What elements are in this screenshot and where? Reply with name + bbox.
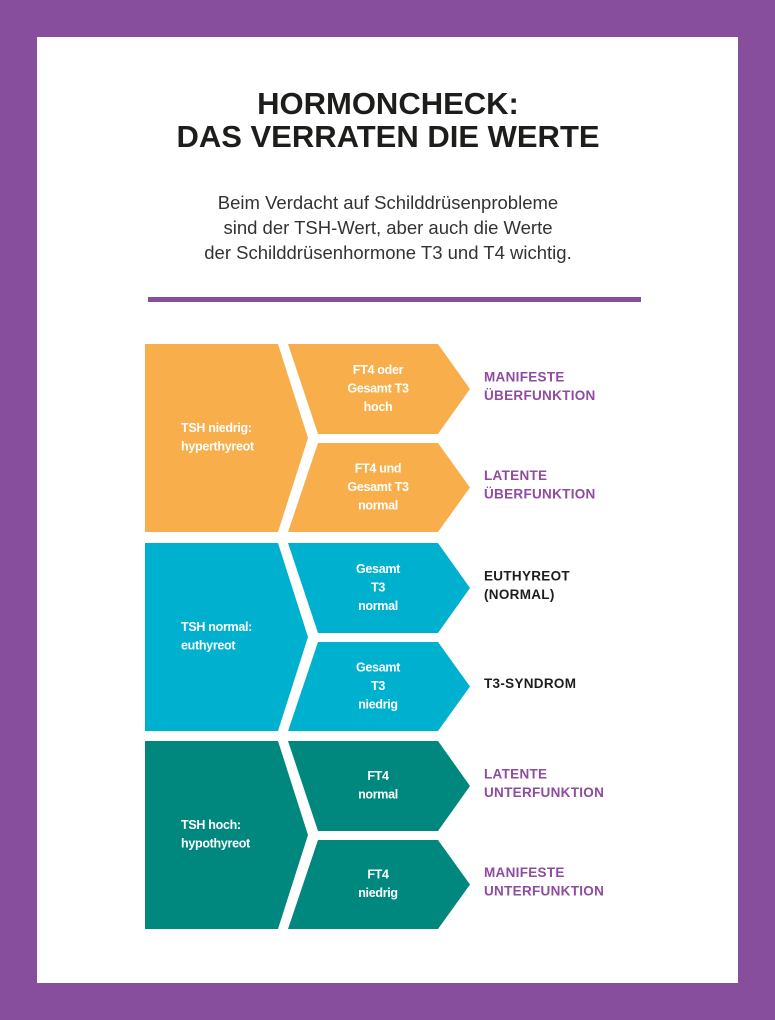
result-label: ÜBERFUNKTION	[484, 486, 596, 501]
result-label: MANIFESTE	[484, 865, 565, 880]
subtitle: der Schilddrüsenhormone T3 und T4 wichti…	[204, 242, 571, 263]
result-label: UNTERFUNKTION	[484, 883, 604, 898]
result-label: EUTHYREOT	[484, 568, 570, 583]
result-label: ÜBERFUNKTION	[484, 388, 596, 403]
group-label: hyperthyreot	[181, 440, 255, 454]
group-shape	[145, 543, 308, 731]
group-shape	[145, 741, 308, 929]
result-label: (NORMAL)	[484, 587, 555, 602]
test-label: Gesamt T3	[347, 381, 409, 395]
test-label: Gesamt	[356, 660, 401, 674]
subtitle: Beim Verdacht auf Schilddrüsenprobleme	[218, 192, 558, 213]
test-label: Gesamt T3	[347, 480, 409, 494]
group-shape	[145, 344, 308, 532]
test-label: FT4	[367, 769, 389, 783]
group-label: TSH niedrig:	[181, 421, 252, 435]
group-label: TSH normal:	[181, 620, 252, 634]
result-label: LATENTE	[484, 468, 547, 483]
test-label: normal	[358, 788, 398, 802]
test-label: FT4 und	[355, 461, 402, 475]
test-label: normal	[358, 599, 398, 613]
test-label: normal	[358, 498, 398, 512]
test-shape	[288, 642, 470, 731]
test-shape	[288, 344, 470, 434]
result-label: LATENTE	[484, 766, 547, 781]
subtitle: sind der TSH-Wert, aber auch die Werte	[223, 217, 552, 238]
title: DAS VERRATEN DIE WERTE	[176, 119, 599, 154]
test-label: hoch	[364, 400, 393, 414]
test-label: niedrig	[358, 697, 398, 711]
result-label: MANIFESTE	[484, 369, 565, 384]
test-label: T3	[371, 679, 385, 693]
test-label: FT4 oder	[353, 363, 404, 377]
test-label: T3	[371, 580, 385, 594]
group-label: hypothyreot	[181, 837, 251, 851]
test-label: niedrig	[358, 886, 398, 900]
title: HORMONCHECK:	[257, 86, 519, 121]
test-label: Gesamt	[356, 562, 401, 576]
result-label: T3-SYNDROM	[484, 676, 576, 691]
test-shape	[288, 443, 470, 532]
test-shape	[288, 840, 470, 929]
group-label: euthyreot	[181, 639, 236, 653]
group-label: TSH hoch:	[181, 818, 241, 832]
result-label: UNTERFUNKTION	[484, 785, 604, 800]
divider	[148, 297, 641, 302]
test-label: FT4	[367, 868, 389, 882]
test-shape	[288, 741, 470, 831]
test-shape	[288, 543, 470, 633]
